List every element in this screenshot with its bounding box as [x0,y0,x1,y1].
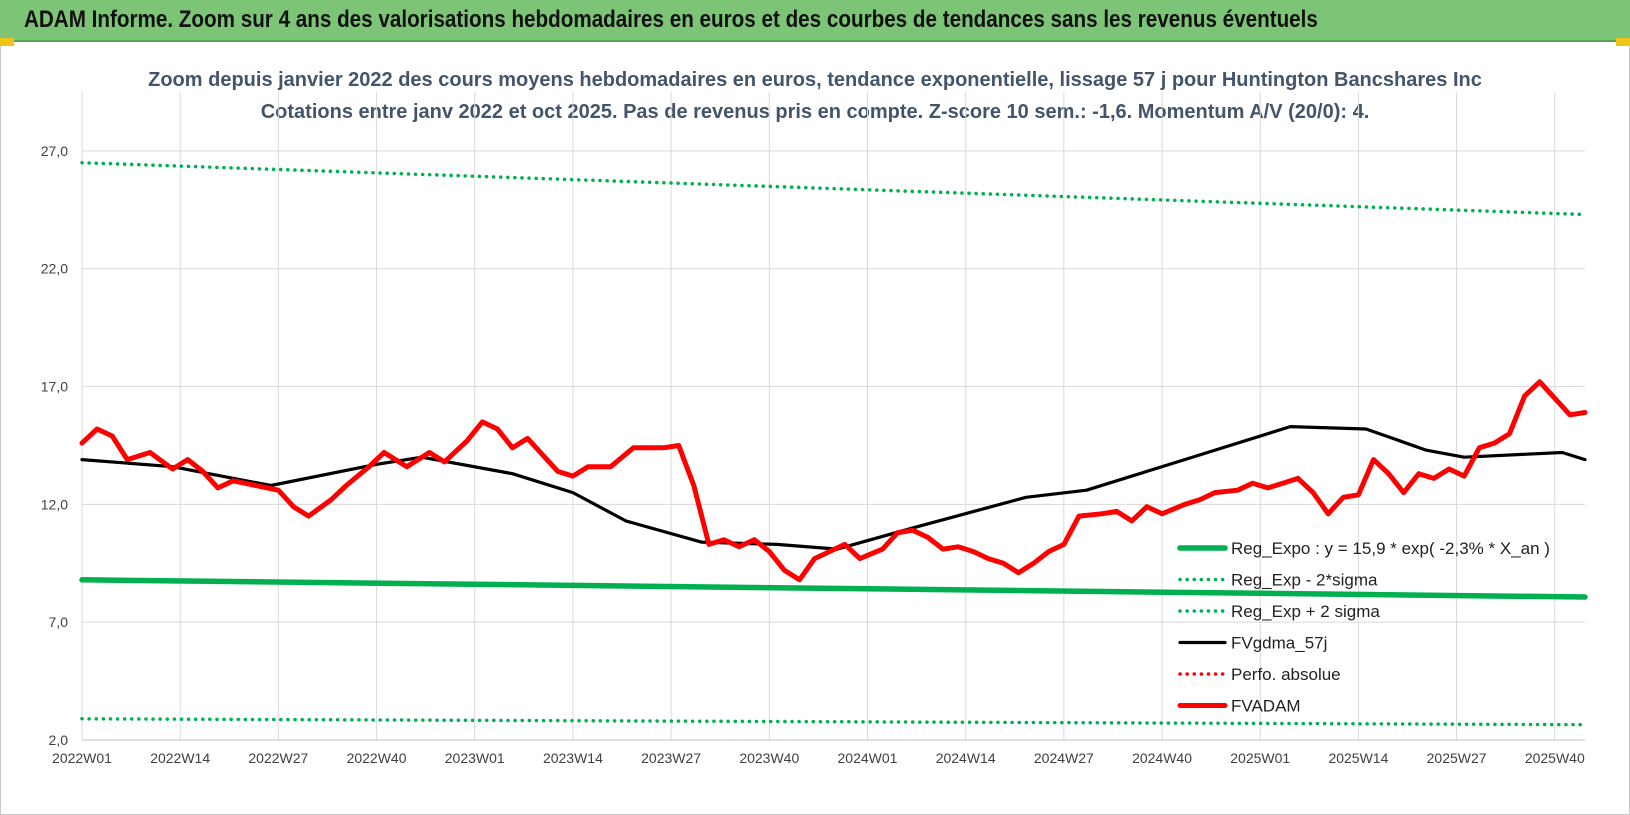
y-tick-label: 17,0 [41,379,68,395]
x-tick-label: 2024W14 [936,750,996,766]
x-tick-label: 2025W14 [1328,750,1388,766]
y-tick-label: 22,0 [41,261,68,277]
corner-mark-right [1616,38,1630,46]
x-tick-label: 2022W27 [248,750,308,766]
x-tick-label: 2024W40 [1132,750,1192,766]
legend-label: Reg_Exp - 2*sigma [1231,571,1378,590]
legend-label: Reg_Expo : y = 15,9 * exp( -2,3% * X_an … [1231,539,1550,558]
x-tick-label: 2023W27 [641,750,701,766]
x-tick-label: 2023W40 [739,750,799,766]
legend-label: FVgdma_57j [1231,634,1327,653]
x-tick-label: 2022W01 [52,750,112,766]
report-banner-title: ADAM Informe. Zoom sur 4 ans des valoris… [24,6,1318,33]
legend-label: Reg_Exp + 2 sigma [1231,602,1380,621]
y-tick-label: 2,0 [49,732,69,748]
report-banner: ADAM Informe. Zoom sur 4 ans des valoris… [0,0,1630,42]
x-tick-label: 2025W01 [1230,750,1290,766]
chart-subtitle: Cotations entre janv 2022 et oct 2025. P… [261,101,1370,123]
chart-title: Zoom depuis janvier 2022 des cours moyen… [148,69,1482,91]
y-tick-label: 27,0 [41,143,68,159]
x-tick-label: 2023W01 [445,750,505,766]
x-tick-label: 2024W27 [1034,750,1094,766]
series-line-reg-exp-2-sigma [80,717,1587,727]
y-axis: 2,0 7,0 12,0 17,0 22,0 27,0 [41,143,68,748]
x-tick-label: 2022W40 [347,750,407,766]
x-tick-label: 2023W14 [543,750,603,766]
x-axis: 2022W01 2022W14 2022W27 2022W40 2023W01 2023W… [52,739,1585,766]
series-line-fvadam [79,379,1588,583]
x-tick-label: 2025W40 [1525,750,1585,766]
y-tick-label: 7,0 [49,614,69,630]
legend-label: FVADAM [1231,697,1301,716]
series-line-reg-expo-y-15-9-exp-2-3-x-an [79,577,1588,600]
y-tick-label: 12,0 [41,496,68,512]
x-tick-label: 2024W01 [838,750,898,766]
corner-mark-left [0,38,14,46]
x-tick-label: 2025W27 [1427,750,1487,766]
x-tick-label: 2022W14 [150,750,210,766]
legend-label: Perfo. absolue [1231,665,1341,684]
chart-series [79,160,1588,727]
chart-legend: Reg_Expo : y = 15,9 * exp( -2,3% * X_an … [1177,539,1550,716]
series-line-reg-exp-2-sigma [80,160,1587,217]
